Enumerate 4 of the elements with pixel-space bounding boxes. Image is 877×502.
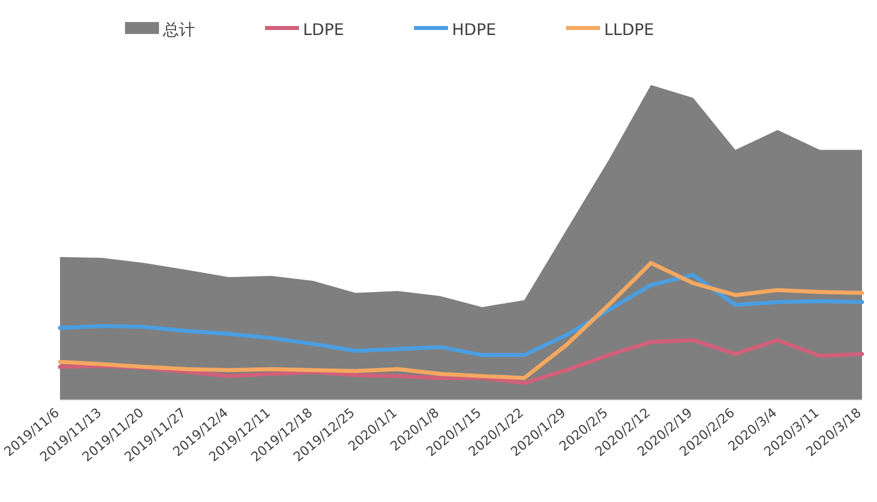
legend-label: LDPE: [303, 20, 344, 39]
legend-label: LLDPE: [604, 20, 654, 39]
legend-label: HDPE: [452, 20, 496, 39]
legend-label: 总计: [162, 20, 195, 39]
